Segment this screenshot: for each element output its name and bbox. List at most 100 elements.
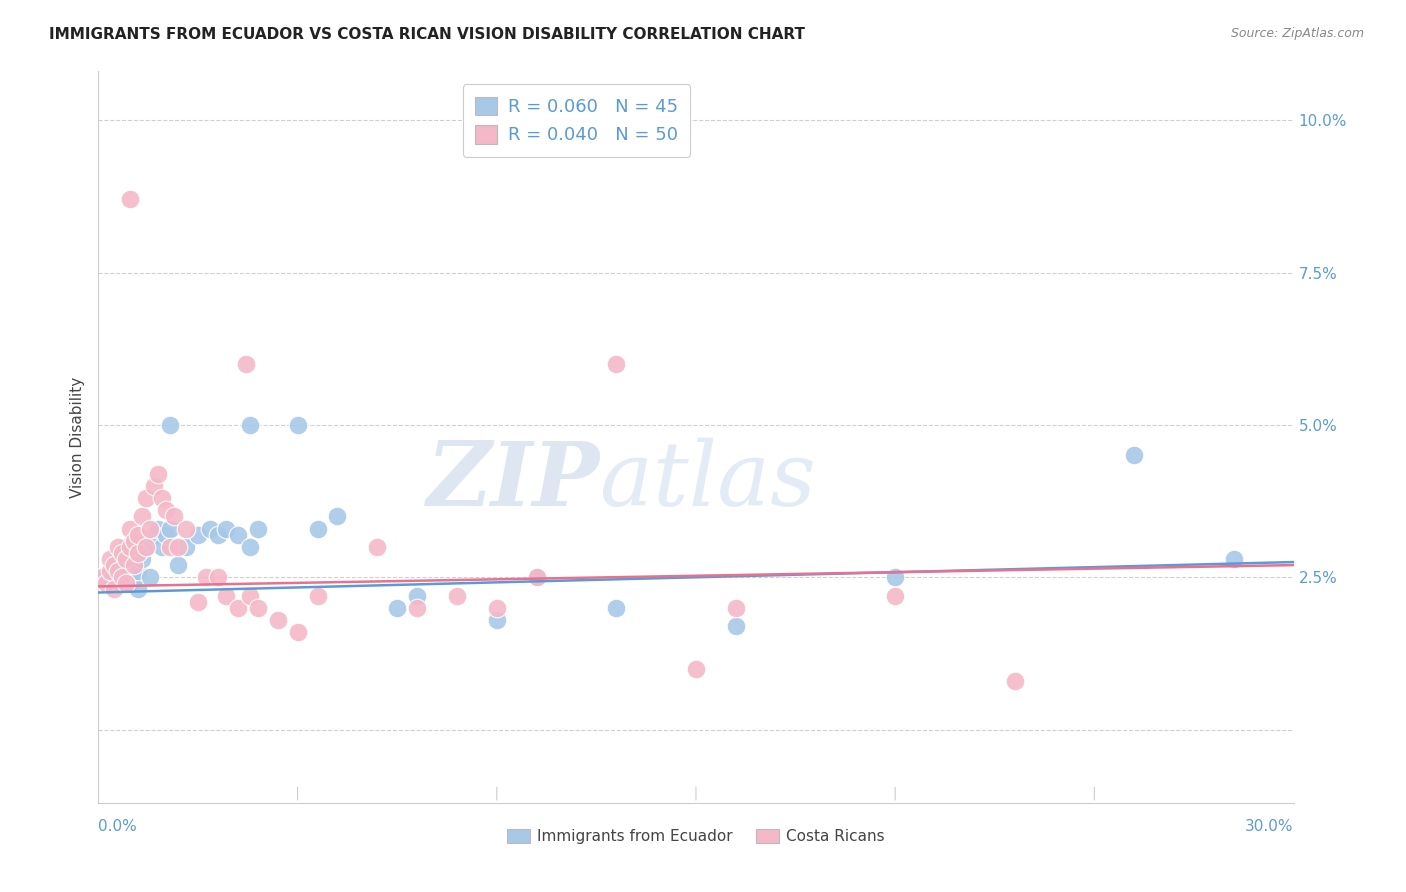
Point <box>124 552 146 566</box>
Point <box>605 600 627 615</box>
Point <box>1004 673 1026 688</box>
Point <box>111 546 134 560</box>
Point <box>107 552 129 566</box>
Point <box>120 193 142 207</box>
Point <box>127 564 149 578</box>
Point <box>267 613 290 627</box>
Point <box>174 521 197 535</box>
Point <box>135 540 157 554</box>
Point <box>167 540 190 554</box>
Point <box>239 417 262 432</box>
Point <box>207 527 229 541</box>
Point <box>111 570 134 584</box>
Point <box>111 570 134 584</box>
Point <box>150 540 173 554</box>
Point <box>195 570 218 584</box>
Point <box>107 576 129 591</box>
Text: ZIP: ZIP <box>427 438 600 524</box>
Point <box>884 589 907 603</box>
Point <box>131 552 153 566</box>
Point <box>226 600 249 615</box>
Point <box>120 540 142 554</box>
Point <box>167 558 190 573</box>
Point <box>127 582 149 597</box>
Point <box>235 357 257 371</box>
Point <box>526 570 548 584</box>
Point <box>127 546 149 560</box>
Point <box>135 491 157 505</box>
Point <box>111 558 134 573</box>
Point <box>724 619 747 633</box>
Point <box>246 521 269 535</box>
Point <box>131 509 153 524</box>
Text: atlas: atlas <box>600 438 815 524</box>
Point <box>1123 448 1146 462</box>
Point <box>107 540 129 554</box>
Text: 30.0%: 30.0% <box>1246 819 1294 834</box>
Point <box>163 509 186 524</box>
Point <box>1223 552 1246 566</box>
Point <box>385 600 409 615</box>
Point <box>884 570 907 584</box>
Y-axis label: Vision Disability: Vision Disability <box>69 376 84 498</box>
Point <box>174 540 197 554</box>
Point <box>107 564 129 578</box>
Point <box>139 570 162 584</box>
Legend: Immigrants from Ecuador, Costa Ricans: Immigrants from Ecuador, Costa Ricans <box>501 822 891 850</box>
Point <box>96 576 118 591</box>
Point <box>115 576 138 591</box>
Point <box>366 540 388 554</box>
Point <box>207 570 229 584</box>
Point <box>226 527 249 541</box>
Point <box>246 600 269 615</box>
Text: Source: ZipAtlas.com: Source: ZipAtlas.com <box>1230 27 1364 40</box>
Point <box>120 521 142 535</box>
Point <box>143 479 166 493</box>
Point <box>724 600 747 615</box>
Point <box>124 558 146 573</box>
Point <box>159 540 181 554</box>
Point <box>148 467 170 481</box>
Point <box>96 570 118 584</box>
Point <box>239 540 262 554</box>
Point <box>120 558 142 573</box>
Point <box>605 357 627 371</box>
Point <box>239 589 262 603</box>
Point <box>148 521 170 535</box>
Point <box>155 527 177 541</box>
Point <box>526 570 548 584</box>
Point <box>307 589 329 603</box>
Point <box>215 521 238 535</box>
Point <box>91 570 114 584</box>
Text: 0.0%: 0.0% <box>98 819 138 834</box>
Point <box>120 576 142 591</box>
Point <box>155 503 177 517</box>
Point <box>215 589 238 603</box>
Point <box>485 600 508 615</box>
Point <box>287 625 309 640</box>
Text: IMMIGRANTS FROM ECUADOR VS COSTA RICAN VISION DISABILITY CORRELATION CHART: IMMIGRANTS FROM ECUADOR VS COSTA RICAN V… <box>49 27 806 42</box>
Point <box>98 564 122 578</box>
Point <box>406 589 429 603</box>
Point <box>115 570 138 584</box>
Point <box>103 564 125 578</box>
Point <box>159 417 181 432</box>
Point <box>159 521 181 535</box>
Point <box>307 521 329 535</box>
Point <box>287 417 309 432</box>
Point <box>103 582 125 597</box>
Point <box>685 662 707 676</box>
Point <box>187 527 209 541</box>
Point <box>124 533 146 548</box>
Point <box>115 540 138 554</box>
Point <box>127 527 149 541</box>
Point <box>103 558 125 573</box>
Point <box>98 576 122 591</box>
Point <box>124 570 146 584</box>
Point <box>115 552 138 566</box>
Point <box>326 509 349 524</box>
Point <box>406 600 429 615</box>
Point <box>446 589 468 603</box>
Point <box>485 613 508 627</box>
Point <box>150 491 173 505</box>
